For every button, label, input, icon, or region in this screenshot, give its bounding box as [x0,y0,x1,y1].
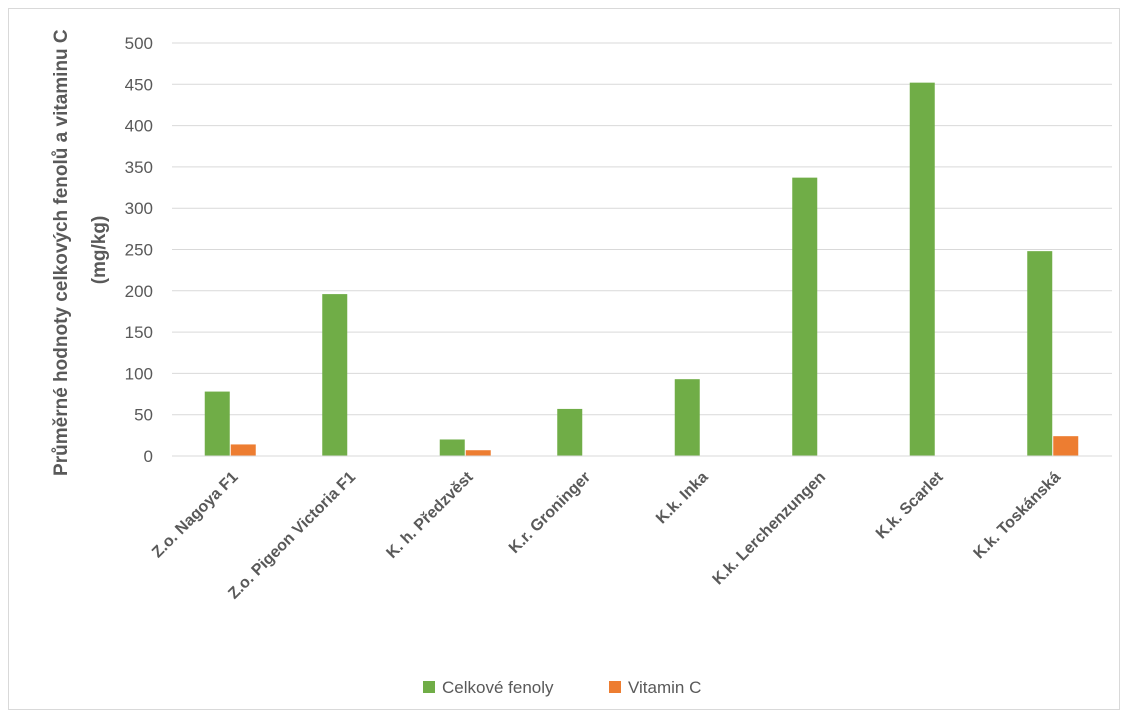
gridlines [172,42,1112,416]
y-tick-label: 50 [134,406,153,425]
y-tick-label: 200 [125,282,153,301]
bar-celkove-fenoly [1027,251,1053,456]
y-tick-label: 250 [125,241,153,260]
legend-swatch-vitamin-c [609,681,621,693]
y-tick-label: 400 [125,117,153,136]
bar-vitamin-c [465,450,491,456]
y-axis-ticks: 0 50 100 150 200 250 300 350 400 450 500 [125,34,153,466]
bar-celkove-fenoly [439,439,465,456]
y-tick-label: 0 [144,447,153,466]
y-tick-label: 450 [125,75,153,94]
bar-vitamin-c [1053,436,1079,456]
bar-vitamin-c [230,444,256,456]
bar-celkove-fenoly [674,379,700,456]
y-axis-title-line-1: Průměrné hodnoty celkových fenolů a vita… [51,29,72,476]
x-category-label: Z.o. Pigeon Victoria F1 [225,469,359,603]
y-tick-label: 350 [125,158,153,177]
x-category-label: K.k. Inka [653,469,712,528]
y-axis-title-line-2: (mg/kg) [89,216,110,285]
bar-celkove-fenoly [909,82,935,456]
x-category-label: K. h. Předzvěst [383,468,477,562]
bar-celkove-fenoly [792,177,818,456]
bar-celkove-fenoly [204,391,230,456]
y-tick-label: 150 [125,323,153,342]
x-category-label: Z.o. Nagoya F1 [149,469,242,562]
legend-label-vitamin-c: Vitamin C [628,678,701,697]
x-category-label: K.k. Toskánská [971,469,1065,563]
bar-celkove-fenoly [322,294,348,456]
x-category-label: K.k. Scarlet [873,468,947,542]
bar-celkove-fenoly [557,408,583,456]
y-axis-title: Průměrné hodnoty celkových fenolů a vita… [51,24,110,476]
x-category-label: K.r. Groninger [506,469,594,557]
legend-label-celkove-fenoly: Celkové fenoly [442,678,554,697]
y-tick-label: 300 [125,199,153,218]
bars [204,82,1079,456]
legend: Celkové fenoly Vitamin C [423,678,701,697]
y-tick-label: 100 [125,364,153,383]
legend-swatch-celkove-fenoly [423,681,435,693]
x-category-label: K.k. Lerchenzungen [710,469,830,589]
x-axis-categories: Z.o. Nagoya F1Z.o. Pigeon Victoria F1 K. … [149,468,1064,602]
y-tick-label: 500 [125,34,153,53]
